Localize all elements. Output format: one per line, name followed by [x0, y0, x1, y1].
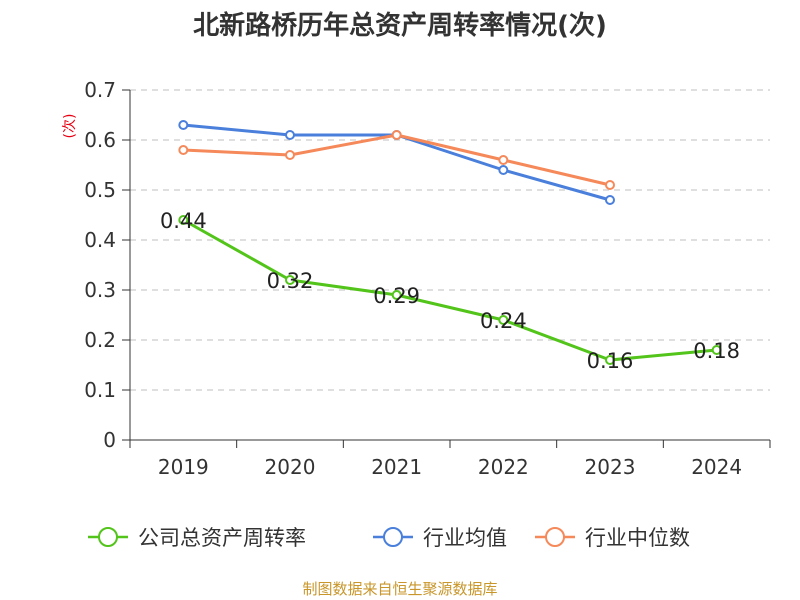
series-group	[178, 120, 722, 365]
source-note: 制图数据来自恒生聚源数据库	[302, 580, 497, 598]
legend-item: 行业均值	[373, 526, 507, 550]
y-tick-label: 0.1	[84, 378, 116, 402]
series-line	[183, 133, 611, 187]
series-line	[182, 218, 717, 362]
legend-label: 公司总资产周转率	[138, 526, 306, 550]
data-point	[711, 345, 722, 355]
data-label: 0.32	[267, 269, 314, 293]
y-tick-label: 0.2	[84, 328, 116, 352]
y-tick-label: 0	[103, 428, 116, 452]
y-tick-label: 0.4	[84, 228, 116, 252]
y-tick-label: 0.5	[84, 178, 116, 202]
data-point	[391, 290, 402, 300]
x-tick-label: 2020	[265, 455, 316, 479]
data-point	[178, 215, 189, 225]
data-point	[498, 315, 509, 325]
x-tick-label: 2023	[585, 455, 636, 479]
data-point	[178, 145, 189, 155]
legend: 公司总资产周转率 行业均值 行业中位数	[88, 526, 690, 550]
data-labels: 0.44 0.32 0.29 0.24 0.16 0.18	[160, 209, 740, 373]
data-point	[285, 130, 295, 140]
y-axis-label: (次)	[62, 114, 78, 139]
data-label: 0.29	[373, 284, 420, 308]
data-label: 0.18	[693, 339, 740, 363]
data-point	[498, 155, 509, 165]
data-point	[391, 130, 402, 140]
y-tick-label: 0.6	[84, 128, 116, 152]
legend-item: 公司总资产周转率	[88, 526, 306, 550]
x-tick-label: 2024	[691, 455, 742, 479]
chart-title: 北新路桥历年总资产周转率情况(次)	[193, 10, 607, 41]
data-point	[605, 180, 615, 190]
data-point	[498, 165, 509, 175]
x-tick-label: 2021	[371, 455, 422, 479]
y-tick-label: 0.7	[84, 78, 116, 102]
y-tick-label: 0.3	[84, 278, 116, 302]
data-point	[605, 355, 615, 365]
data-label: 0.24	[480, 309, 527, 333]
data-label: 0.16	[587, 349, 634, 373]
axes: 0 0.1 0.2 0.3 0.4 0.5 0.6 0.7 2019 2020 2021 2022 20…	[84, 78, 771, 479]
legend-label: 行业均值	[423, 526, 507, 550]
legend-marker	[98, 527, 118, 547]
data-point	[285, 150, 295, 160]
grid-lines	[130, 89, 770, 391]
legend-marker	[383, 527, 403, 547]
legend-label: 行业中位数	[585, 526, 690, 550]
legend-item: 行业中位数	[535, 526, 690, 550]
legend-marker	[545, 527, 565, 547]
x-tick-label: 2019	[158, 455, 209, 479]
data-point	[285, 275, 295, 285]
data-point	[178, 120, 189, 130]
x-tick-label: 2022	[478, 455, 529, 479]
data-label: 0.44	[160, 209, 207, 233]
data-point	[605, 195, 615, 205]
